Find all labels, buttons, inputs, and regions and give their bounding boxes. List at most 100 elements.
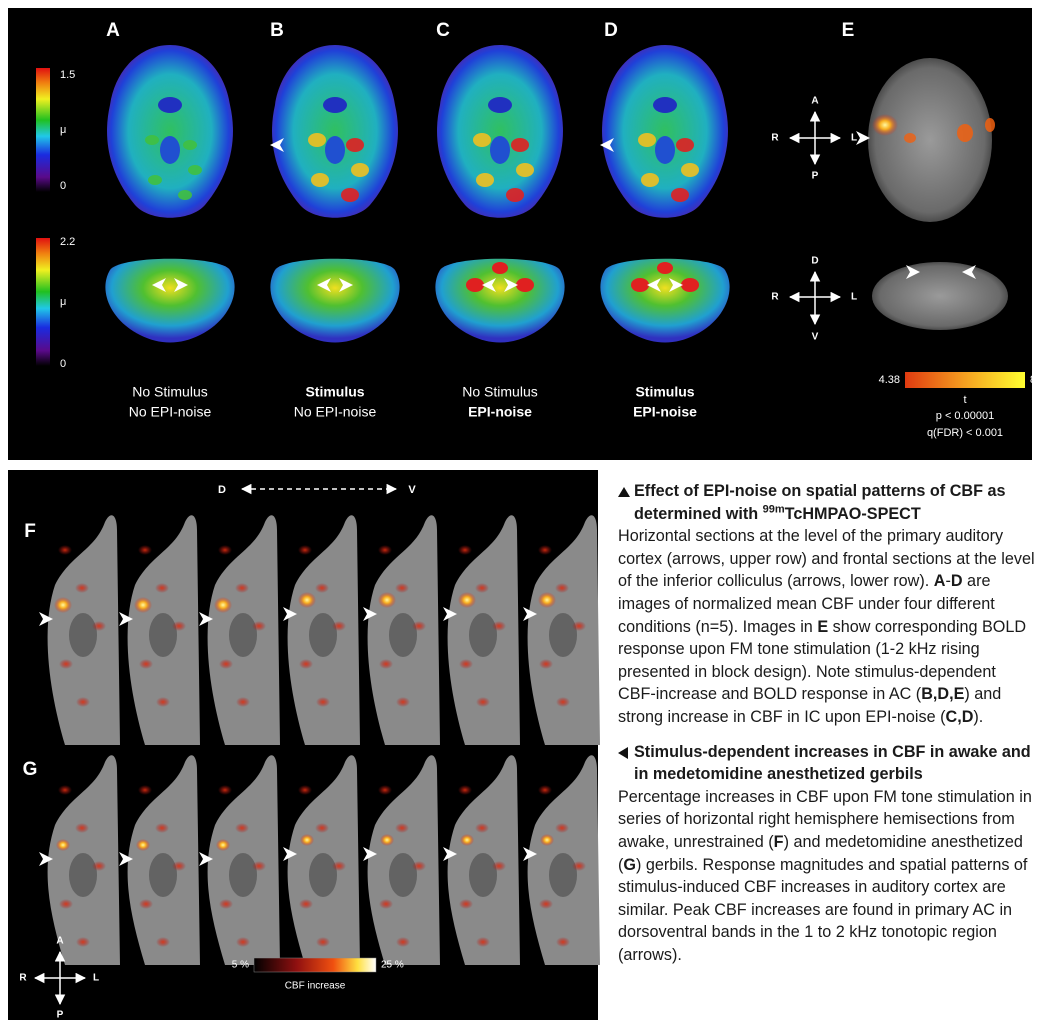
panel-label: B	[270, 20, 284, 41]
cbf-blob	[75, 583, 89, 593]
colorbar-label: 8	[1030, 374, 1036, 386]
blob	[145, 135, 159, 145]
cbf-blob	[92, 861, 106, 871]
blob	[655, 136, 675, 164]
cbf-blob	[315, 823, 329, 833]
colorbar-label: 1.5	[60, 69, 75, 81]
cbf-blob	[378, 545, 392, 555]
marker	[618, 487, 630, 497]
axis-label: V	[408, 484, 416, 496]
blob	[183, 140, 197, 150]
cbf-blob	[298, 545, 312, 555]
cbf-blob	[539, 899, 553, 909]
bold-blob	[957, 124, 973, 142]
blob	[488, 97, 512, 113]
condition-label: EPI-noise	[468, 404, 532, 420]
cbf-blob	[316, 937, 330, 947]
cbf-blob	[538, 785, 552, 795]
blob	[325, 136, 345, 164]
colorbar	[254, 958, 376, 972]
cbf-blob	[252, 861, 266, 871]
orientation-label: R	[771, 133, 779, 144]
colorbar-label: μ	[60, 296, 66, 308]
cbf-blob	[395, 823, 409, 833]
text: TcHMPAO-SPECT	[785, 505, 921, 523]
panel-label: E	[842, 20, 855, 41]
text: G	[623, 856, 636, 874]
cbf-hotspot	[214, 597, 232, 613]
cbf-blob	[76, 697, 90, 707]
cbf-blob	[476, 697, 490, 707]
cbf-blob	[492, 621, 506, 631]
text: Stimulus-dependent increases in CBF in a…	[634, 743, 1031, 784]
slice-detail	[229, 613, 257, 657]
cbf-blob	[59, 659, 73, 669]
colorbar-label: 0	[60, 358, 66, 370]
cbf-blob	[475, 823, 489, 833]
orientation-label: L	[851, 133, 857, 144]
cbf-blob	[459, 899, 473, 909]
colorbar-label: CBF increase	[285, 981, 346, 992]
cbf-blob	[156, 937, 170, 947]
cbf-blob	[139, 659, 153, 669]
cbf-blob	[58, 785, 72, 795]
text: B,D,E	[921, 685, 964, 703]
blob	[490, 136, 510, 164]
blob	[158, 97, 182, 113]
colorbar-label: t	[963, 394, 966, 406]
slice-detail	[229, 853, 257, 897]
cbf-blob	[555, 823, 569, 833]
blob	[638, 133, 656, 147]
cbf-blob	[138, 545, 152, 555]
blob	[351, 163, 369, 177]
slice-detail	[69, 853, 97, 897]
blob	[323, 97, 347, 113]
panel-label: A	[106, 20, 120, 41]
text: A	[934, 572, 946, 590]
cbf-blob	[379, 899, 393, 909]
cbf-blob	[412, 621, 426, 631]
blob	[473, 133, 491, 147]
cbf-hotspot	[380, 834, 394, 846]
condition-label: No EPI-noise	[129, 404, 212, 420]
cbf-blob	[379, 659, 393, 669]
blob	[653, 97, 677, 113]
blob	[506, 188, 524, 202]
cbf-blob	[236, 697, 250, 707]
text: D	[951, 572, 963, 590]
text: C,D	[946, 708, 974, 726]
slice-detail	[469, 853, 497, 897]
row-label: F	[24, 521, 36, 542]
orientation-label: P	[812, 171, 819, 182]
blob	[641, 173, 659, 187]
brain-horizontal	[272, 45, 398, 218]
blob	[188, 165, 202, 175]
cbf-blob	[556, 937, 570, 947]
cbf-blob	[396, 697, 410, 707]
caption-section: Effect of EPI-noise on spatial patterns …	[618, 480, 1038, 729]
cbf-blob	[58, 545, 72, 555]
stat-label: q(FDR) < 0.001	[927, 427, 1003, 439]
caption-title: Effect of EPI-noise on spatial patterns …	[618, 480, 1038, 525]
cbf-blob	[76, 937, 90, 947]
text: F	[774, 833, 784, 851]
cbf-blob	[332, 621, 346, 631]
slice-detail	[149, 613, 177, 657]
text: E	[817, 618, 828, 636]
cbf-blob	[252, 621, 266, 631]
caption-body: Percentage increases in CBF upon FM tone…	[618, 786, 1038, 967]
cbf-blob	[155, 583, 169, 593]
blob	[311, 173, 329, 187]
cbf-blob	[236, 937, 250, 947]
cbf-hotspot	[54, 597, 72, 613]
blob	[516, 278, 534, 292]
cbf-blob	[92, 621, 106, 631]
cbf-blob	[395, 583, 409, 593]
colorbar-label: μ	[60, 124, 66, 136]
cbf-blob	[492, 861, 506, 871]
row-label: G	[23, 759, 38, 780]
cbf-blob	[299, 899, 313, 909]
cbf-blob	[378, 785, 392, 795]
stat-label: p < 0.00001	[936, 410, 994, 422]
blob	[492, 262, 508, 274]
